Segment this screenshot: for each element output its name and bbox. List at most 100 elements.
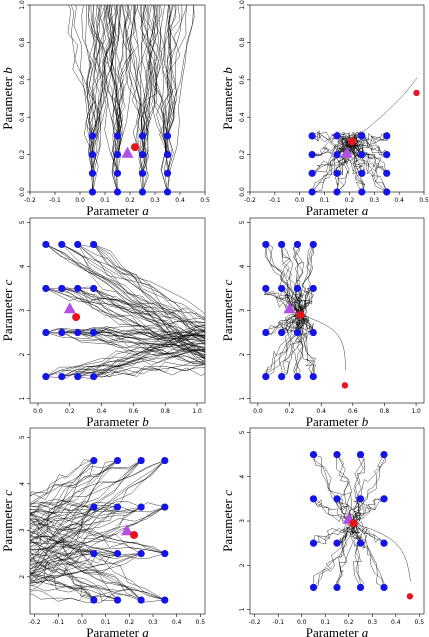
trajectory-path bbox=[30, 513, 142, 601]
trajectory-path bbox=[348, 454, 365, 523]
trajectory-path bbox=[336, 454, 353, 520]
start-point bbox=[293, 240, 302, 249]
trajectory-path bbox=[61, 288, 205, 361]
trajectory-path bbox=[30, 460, 142, 500]
trajectory-bundle bbox=[30, 459, 165, 604]
x-tick-label: 0.5 bbox=[200, 197, 210, 204]
true-value-triangle bbox=[63, 302, 76, 314]
trajectory-path bbox=[93, 332, 205, 365]
y-tick-label: 3 bbox=[19, 528, 26, 532]
trajectory-path bbox=[349, 525, 363, 588]
trajectory-path bbox=[92, 5, 105, 136]
start-point bbox=[309, 240, 317, 249]
trajectory-path bbox=[30, 460, 165, 575]
start-point bbox=[137, 596, 145, 604]
trajectory-path bbox=[30, 460, 118, 516]
trajectory-path bbox=[117, 5, 139, 155]
y-axis-title: Parameter b bbox=[0, 67, 15, 130]
trajectory-path bbox=[313, 523, 356, 588]
trajectory-path bbox=[355, 521, 385, 588]
start-point bbox=[138, 188, 147, 196]
start-point bbox=[293, 328, 302, 337]
trajectory-path bbox=[110, 5, 120, 174]
start-point bbox=[293, 284, 302, 293]
trajectory-path bbox=[30, 506, 118, 556]
x-tick-label: -0.1 bbox=[272, 619, 284, 626]
plot-frame bbox=[249, 4, 425, 193]
trajectory-path bbox=[165, 5, 177, 136]
start-point bbox=[88, 169, 97, 177]
y-tick-label: 4 bbox=[239, 264, 246, 268]
start-point bbox=[163, 188, 172, 196]
start-point bbox=[333, 450, 341, 459]
trajectory-path bbox=[311, 138, 354, 192]
trajectory-path bbox=[92, 5, 107, 136]
true-value-triangle bbox=[340, 146, 353, 158]
trajectory-path bbox=[30, 460, 142, 497]
trajectory-path bbox=[336, 525, 353, 588]
y-tick-label: 0.6 bbox=[19, 75, 26, 85]
trajectory-path bbox=[124, 5, 143, 155]
trajectory-path bbox=[30, 506, 165, 545]
start-point bbox=[138, 132, 147, 140]
start-point bbox=[161, 549, 169, 558]
trajectory-path bbox=[346, 140, 364, 192]
trajectory-path bbox=[61, 348, 205, 377]
start-point bbox=[308, 151, 316, 159]
x-tick-label: -0.2 bbox=[29, 619, 41, 626]
x-tick-label: -0.2 bbox=[249, 619, 261, 626]
x-axis-title: Parameter a bbox=[86, 625, 149, 637]
trajectory-path bbox=[141, 5, 162, 174]
trajectory-path bbox=[351, 140, 387, 192]
start-point bbox=[380, 495, 388, 503]
start-point bbox=[358, 169, 366, 177]
y-tick-label: 0.2 bbox=[19, 150, 26, 160]
trajectory-path bbox=[105, 5, 118, 192]
trajectory-path bbox=[166, 5, 194, 155]
start-point bbox=[42, 240, 50, 249]
trajectory-path bbox=[354, 144, 387, 174]
trajectory-path bbox=[297, 314, 306, 334]
trajectory-path bbox=[138, 5, 149, 136]
trajectory-path bbox=[30, 553, 142, 569]
trajectory-path bbox=[90, 5, 118, 192]
trajectory-path bbox=[142, 5, 157, 155]
trajectory-path bbox=[77, 286, 205, 319]
y-tick-label: 1 bbox=[19, 397, 26, 401]
start-point bbox=[74, 284, 82, 293]
start-point bbox=[293, 372, 302, 381]
trajectory-path bbox=[281, 314, 307, 377]
trajectory-path bbox=[313, 525, 354, 588]
x-tick-label: 1.0 bbox=[192, 408, 202, 415]
start-point bbox=[163, 151, 172, 159]
outlier-point bbox=[406, 593, 414, 600]
outlier-path bbox=[300, 314, 346, 371]
trajectory-path bbox=[352, 498, 384, 523]
trajectory-path bbox=[30, 500, 165, 513]
x-axis-title: Parameter a bbox=[306, 203, 369, 218]
x-axis-title: Parameter b bbox=[86, 414, 149, 429]
y-tick-label: 0.8 bbox=[239, 37, 246, 47]
x-tick-label: 0.4 bbox=[316, 408, 326, 415]
y-tick-label: 3 bbox=[19, 308, 26, 312]
start-point bbox=[90, 284, 98, 293]
trajectory-path bbox=[30, 506, 95, 535]
trajectory-path bbox=[45, 244, 205, 332]
start-point bbox=[380, 450, 388, 459]
trajectory-path bbox=[77, 327, 205, 337]
trajectory-path bbox=[336, 454, 358, 526]
trajectory-path bbox=[45, 244, 205, 343]
x-tick-label: 0.4 bbox=[97, 408, 107, 415]
trajectory-path bbox=[30, 547, 94, 556]
trajectory-path bbox=[313, 525, 353, 588]
start-point bbox=[161, 596, 169, 604]
y-tick-label: 2 bbox=[239, 563, 246, 567]
x-tick-label: 0.0 bbox=[295, 197, 305, 204]
trajectory-path bbox=[30, 584, 165, 603]
x-axis-title: Parameter a bbox=[306, 625, 369, 637]
outlier-path bbox=[353, 522, 411, 582]
true-value-triangle bbox=[121, 146, 134, 158]
trajectory-path bbox=[30, 460, 118, 561]
y-tick-label: 4 bbox=[239, 475, 246, 479]
x-tick-label: 0.2 bbox=[65, 408, 75, 415]
